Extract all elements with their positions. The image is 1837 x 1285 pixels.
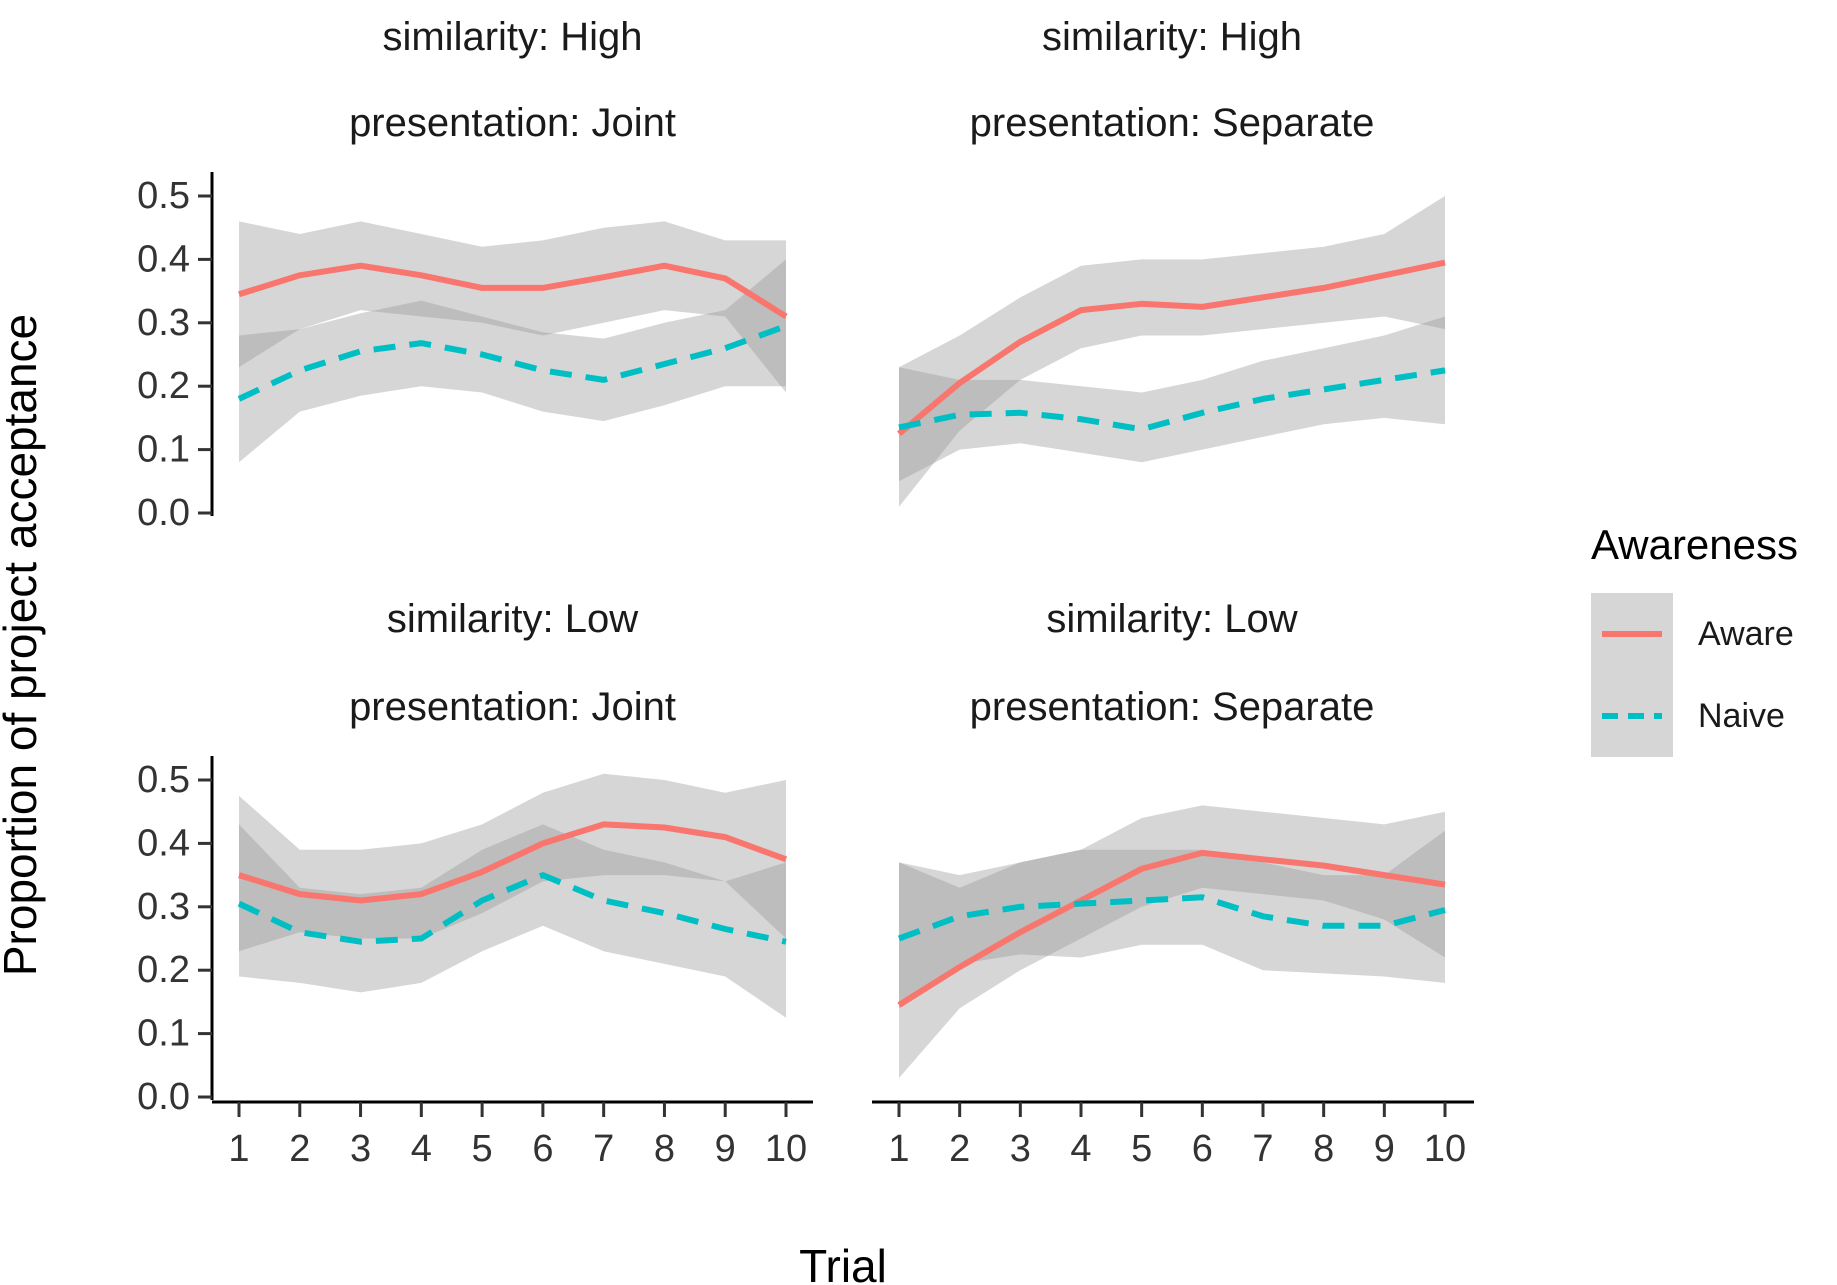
legend: Awareness Aware Naive: [1591, 521, 1798, 757]
confidence-band: [899, 316, 1445, 482]
y-tick-label: 0.2: [137, 365, 190, 407]
y-tick-label: 0.2: [137, 949, 190, 991]
y-tick-label: 0.1: [137, 429, 190, 471]
facet-strip-label: similarity: High: [382, 15, 642, 59]
x-tick-label: 2: [289, 1128, 310, 1170]
y-tick-label: 0.4: [137, 822, 190, 864]
legend-title: Awareness: [1591, 521, 1798, 568]
y-tick-label: 0.3: [137, 302, 190, 344]
x-axis-title: Trial: [799, 1240, 887, 1285]
x-tick-label: 7: [593, 1128, 614, 1170]
confidence-band: [239, 773, 786, 952]
facet-strip-label: similarity: Low: [387, 597, 638, 641]
y-tick-label: 0.5: [137, 175, 190, 217]
x-tick-label: 6: [532, 1128, 553, 1170]
y-tick-label: 0.4: [137, 238, 190, 280]
confidence-band: [239, 221, 786, 393]
facet-strip-label: presentation: Joint: [349, 685, 676, 729]
confidence-band: [899, 830, 1445, 1009]
legend-label: Naive: [1698, 697, 1785, 735]
y-axis-title: Proportion of project acceptance: [0, 314, 46, 976]
x-tick-label: 8: [1313, 1128, 1334, 1170]
series-line: [238, 262, 788, 320]
facet-panel: similarity: High presentation: Joint 0.0 0.…: [137, 15, 788, 534]
x-tick-label: 7: [1252, 1128, 1273, 1170]
y-tick-label: 0.5: [137, 759, 190, 801]
x-tick-label: 2: [949, 1128, 970, 1170]
series-line: [237, 872, 787, 945]
y-tick-label: 0.0: [137, 1076, 190, 1118]
legend-key-background: [1591, 593, 1673, 757]
x-tick-label: 5: [472, 1128, 493, 1170]
x-tick-label: 5: [1131, 1128, 1152, 1170]
x-tick-label: 8: [654, 1128, 675, 1170]
facet-panel: similarity: Low presentation: Joint 0.0 0.1…: [137, 597, 813, 1170]
x-tick-label: 3: [350, 1128, 371, 1170]
x-tick-label: 10: [1424, 1128, 1466, 1170]
x-tick-label: 10: [765, 1128, 807, 1170]
confidence-band: [239, 824, 786, 1018]
facet-panel: similarity: Low presentation: Separate 1 2 3…: [872, 597, 1474, 1170]
series-line: [238, 821, 788, 904]
series-line: [237, 323, 788, 402]
x-tick-label: 4: [411, 1128, 432, 1170]
facet-strip-label: presentation: Separate: [970, 685, 1375, 729]
x-tick-label: 1: [228, 1128, 249, 1170]
x-tick-label: 9: [715, 1128, 736, 1170]
confidence-band: [899, 196, 1445, 507]
x-tick-label: 1: [888, 1128, 909, 1170]
facet-strip-label: similarity: Low: [1046, 597, 1297, 641]
facet-strip-label: presentation: Joint: [349, 101, 676, 145]
series-line: [898, 367, 1446, 433]
y-tick-label: 0.1: [137, 1013, 190, 1055]
facet-panels: similarity: High presentation: Joint 0.0 0.…: [137, 15, 1474, 1170]
x-tick-label: 6: [1192, 1128, 1213, 1170]
facet-strip-label: presentation: Separate: [970, 101, 1375, 145]
confidence-band: [899, 805, 1445, 1078]
x-tick-label: 3: [1010, 1128, 1031, 1170]
facet-strip-label: similarity: High: [1042, 15, 1302, 59]
facet-panel: similarity: High presentation: Separate: [897, 15, 1446, 507]
y-tick-label: 0.0: [137, 492, 190, 534]
series-line: [897, 849, 1446, 1008]
y-tick-label: 0.3: [137, 886, 190, 928]
legend-label: Aware: [1698, 615, 1794, 653]
series-line: [897, 259, 1446, 437]
x-tick-label: 9: [1374, 1128, 1395, 1170]
x-tick-label: 4: [1070, 1128, 1091, 1170]
confidence-band: [239, 259, 786, 463]
